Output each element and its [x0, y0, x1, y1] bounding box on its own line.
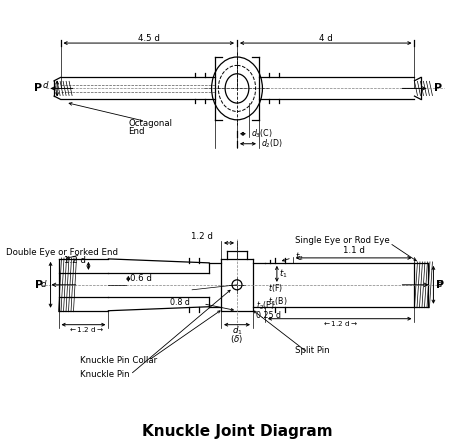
- Text: Knuckle Pin: Knuckle Pin: [81, 370, 130, 379]
- Text: Double Eye or Forked End: Double Eye or Forked End: [6, 249, 118, 257]
- Text: Knuckle Pin Collar: Knuckle Pin Collar: [81, 356, 157, 365]
- Text: $t$(F): $t$(F): [268, 282, 283, 294]
- Text: 0.6 d: 0.6 d: [130, 274, 152, 283]
- Text: 1.1 d: 1.1 d: [343, 246, 365, 255]
- Text: d: d: [43, 80, 48, 90]
- Text: P: P: [437, 280, 445, 290]
- Text: 0.25 d: 0.25 d: [256, 311, 281, 320]
- Text: Split Pin: Split Pin: [295, 346, 329, 355]
- Text: ($\delta$): ($\delta$): [230, 333, 244, 345]
- Text: Single Eye or Rod Eye: Single Eye or Rod Eye: [295, 236, 390, 245]
- Text: 1.2 d: 1.2 d: [64, 257, 85, 266]
- Text: P: P: [434, 84, 443, 93]
- Text: d: d: [437, 280, 442, 289]
- Text: 4 d: 4 d: [319, 34, 333, 42]
- Text: Octagonal: Octagonal: [128, 119, 173, 128]
- Text: $t_2$: $t_2$: [295, 251, 303, 263]
- Text: $t_2$(E): $t_2$(E): [256, 299, 275, 312]
- Text: $t_1$(B): $t_1$(B): [268, 295, 288, 308]
- Text: $d_1$: $d_1$: [232, 325, 242, 337]
- Text: Knuckle Joint Diagram: Knuckle Joint Diagram: [142, 424, 332, 439]
- Text: 4.5 d: 4.5 d: [138, 34, 160, 42]
- Text: End: End: [128, 127, 145, 136]
- Text: $d_2$(D): $d_2$(D): [261, 138, 283, 150]
- Text: 1.2 d: 1.2 d: [191, 232, 213, 241]
- Text: $t_1$: $t_1$: [279, 268, 288, 280]
- Text: $d_3$(C): $d_3$(C): [251, 127, 273, 140]
- Text: P: P: [35, 84, 43, 93]
- Text: 0.8 d: 0.8 d: [170, 298, 190, 307]
- Text: d: d: [41, 280, 46, 289]
- Text: $\leftarrow$1.2 d$\rightarrow$: $\leftarrow$1.2 d$\rightarrow$: [68, 325, 104, 334]
- Text: P: P: [36, 280, 44, 290]
- Text: $\leftarrow$1.2 d$\rightarrow$: $\leftarrow$1.2 d$\rightarrow$: [322, 319, 358, 328]
